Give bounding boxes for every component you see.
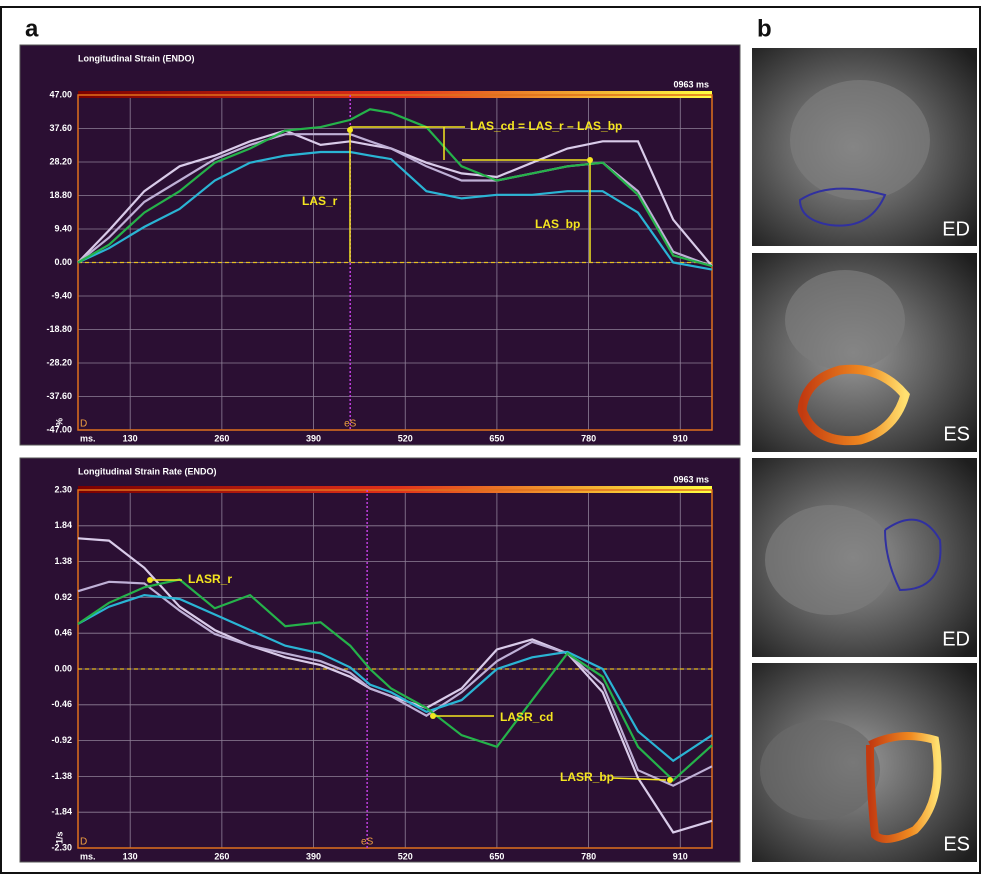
image-label: ED [942, 628, 970, 650]
duration-label: 0963 ms [673, 79, 709, 89]
y-tick-label: -0.46 [51, 699, 72, 709]
annotation-arrow [611, 777, 667, 781]
annotation-point [667, 777, 673, 783]
x-tick-label: 910 [673, 851, 688, 861]
start-label: D [80, 837, 87, 848]
x-tick-label: 390 [306, 433, 321, 443]
annotation-point [587, 157, 593, 163]
image-3: ED [752, 458, 977, 657]
y-tick-label: -47.00 [46, 424, 72, 434]
y-tick-label: 2.30 [54, 484, 72, 494]
annotation: LASR_r [188, 572, 232, 586]
image-4: ES [752, 663, 977, 862]
y-tick-label: 28.20 [49, 156, 72, 166]
y-tick-label: 37.60 [49, 123, 72, 133]
event-label: eS [344, 419, 357, 430]
annotation: LASR_cd [500, 710, 553, 724]
annotation: LASR_bp [560, 770, 614, 784]
annotation: LAS_cd = LAS_r – LAS_bp [470, 119, 622, 133]
y-axis-label: % [54, 418, 64, 426]
y-tick-label: 0.00 [54, 663, 72, 673]
start-label: D [80, 419, 87, 430]
y-tick-label: -37.60 [46, 391, 72, 401]
x-tick-label: 910 [673, 433, 688, 443]
x-tick-label: 130 [123, 433, 138, 443]
duration-label: 0963 ms [673, 474, 709, 484]
image-label: ED [942, 218, 970, 240]
y-tick-label: 1.84 [54, 520, 72, 530]
panel-label: a [25, 15, 39, 42]
x-tick-label: 130 [123, 851, 138, 861]
data-line [77, 593, 713, 763]
x-tick-label: 520 [398, 433, 413, 443]
x-tick-label: 260 [214, 433, 229, 443]
y-tick-label: -18.80 [46, 324, 72, 334]
y-tick-label: -9.40 [51, 290, 72, 300]
y-tick-label: 18.80 [49, 190, 72, 200]
event-label: eS [361, 837, 374, 848]
chart-title: Longitudinal Strain (ENDO) [78, 53, 195, 63]
image-label: ES [943, 833, 970, 855]
annotation-point [430, 713, 436, 719]
x-tick-label: 650 [489, 433, 504, 443]
image-label: ES [943, 423, 970, 445]
y-tick-label: 0.46 [54, 628, 72, 638]
chart-title: Longitudinal Strain Rate (ENDO) [78, 466, 217, 476]
annotation: LAS_r [302, 194, 338, 208]
x-tick-label: 520 [398, 851, 413, 861]
x-axis-label: ms. [80, 851, 96, 861]
y-tick-label: 0.00 [54, 257, 72, 267]
annotation-point [147, 577, 153, 583]
chart-background [19, 44, 741, 446]
data-line [77, 108, 713, 268]
y-tick-label: 9.40 [54, 223, 72, 233]
y-tick-label: -2.30 [51, 842, 72, 852]
annotation-point [347, 127, 353, 133]
y-tick-label: -1.38 [51, 771, 72, 781]
x-axis-label: ms. [80, 433, 96, 443]
data-line [77, 129, 713, 267]
panel-label: b [757, 15, 772, 42]
image-1: ED [752, 48, 977, 246]
y-tick-label: -28.20 [46, 357, 72, 367]
y-tick-label: 47.00 [49, 89, 72, 99]
data-line [77, 578, 713, 782]
y-axis-label: 1/s [54, 831, 64, 844]
y-tick-label: 0.92 [54, 592, 72, 602]
annotation: LAS_bp [535, 217, 580, 231]
y-tick-label: -1.84 [51, 807, 72, 817]
data-line [77, 150, 713, 271]
x-tick-label: 260 [214, 851, 229, 861]
y-tick-label: 1.38 [54, 556, 72, 566]
y-tick-label: -0.92 [51, 735, 72, 745]
x-tick-label: 780 [581, 851, 596, 861]
x-tick-label: 780 [581, 433, 596, 443]
x-tick-label: 390 [306, 851, 321, 861]
image-2: ES [752, 253, 977, 452]
data-line [77, 580, 713, 787]
x-tick-label: 650 [489, 851, 504, 861]
chart-background [19, 457, 741, 863]
